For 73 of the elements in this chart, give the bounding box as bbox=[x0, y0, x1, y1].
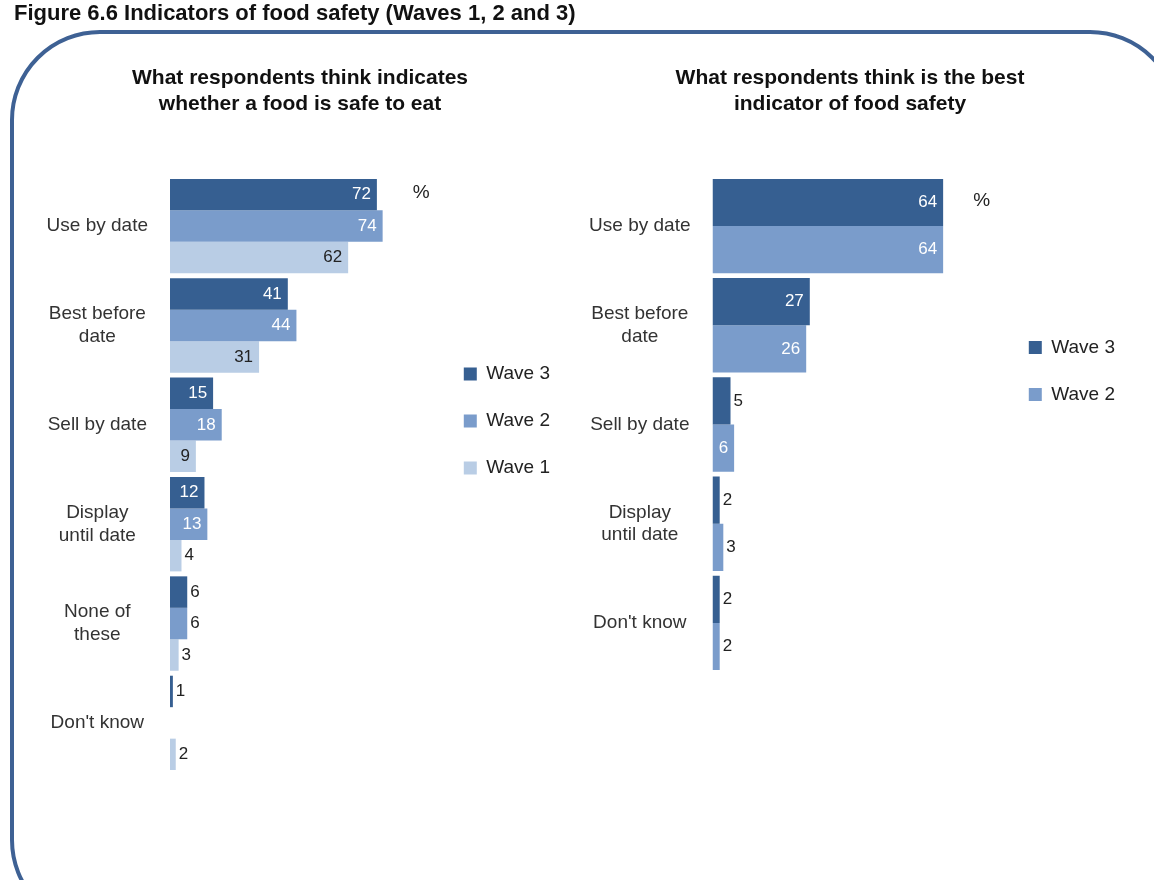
legend-label: Wave 3 bbox=[1051, 335, 1116, 357]
data-label: 27 bbox=[784, 291, 804, 311]
data-label: 41 bbox=[262, 283, 282, 303]
data-label: 2 bbox=[722, 489, 733, 509]
data-label: 9 bbox=[180, 445, 190, 465]
bar bbox=[170, 738, 176, 771]
chart-title: What respondents think indicates whether a food is safe to eat bbox=[131, 65, 469, 114]
bar bbox=[170, 639, 179, 671]
y-tick-label: Use by date bbox=[46, 214, 149, 236]
data-label: 2 bbox=[178, 744, 189, 764]
bar bbox=[170, 341, 260, 373]
bar bbox=[712, 377, 731, 425]
data-label: 44 bbox=[271, 315, 291, 335]
legend-label: Wave 3 bbox=[486, 362, 551, 384]
bar bbox=[712, 622, 720, 671]
bar bbox=[170, 607, 188, 640]
data-label: 62 bbox=[323, 247, 343, 267]
data-label: 6 bbox=[718, 437, 729, 457]
bar bbox=[712, 523, 724, 571]
data-label: 15 bbox=[188, 383, 208, 403]
bar bbox=[170, 539, 182, 572]
chart-title: What respondents think is the best indicator of food safety bbox=[675, 65, 1025, 114]
bar bbox=[712, 226, 944, 274]
data-label: 2 bbox=[722, 589, 733, 609]
y-tick-label: Don't know bbox=[593, 611, 687, 633]
bar bbox=[712, 325, 807, 373]
bar bbox=[170, 440, 196, 473]
bar bbox=[712, 278, 810, 326]
data-label: 3 bbox=[181, 644, 192, 664]
bar bbox=[170, 508, 208, 540]
data-label: 64 bbox=[918, 192, 938, 212]
caption: Figure 6.6 Indicators of food safety (Waves 1, 2 and 3) bbox=[14, 0, 576, 26]
data-label: 13 bbox=[182, 513, 202, 533]
bar bbox=[712, 476, 720, 524]
bar bbox=[170, 278, 288, 310]
bar bbox=[170, 576, 188, 608]
bar bbox=[170, 675, 173, 708]
text: % bbox=[412, 180, 430, 202]
data-label: 1 bbox=[175, 681, 186, 701]
text: % bbox=[973, 188, 991, 210]
data-label: 31 bbox=[234, 346, 254, 366]
y-tick-label: Use by date bbox=[589, 214, 691, 236]
bar bbox=[170, 178, 377, 211]
bar bbox=[712, 178, 944, 227]
data-label: 5 bbox=[733, 390, 743, 410]
data-label: 3 bbox=[726, 537, 736, 556]
y-tick-label: Sell by date bbox=[590, 412, 690, 434]
data-label: 18 bbox=[196, 414, 216, 434]
bar bbox=[170, 309, 297, 342]
data-label: 6 bbox=[190, 613, 200, 633]
y-tick-label: Sell by date bbox=[47, 413, 147, 435]
data-label: 74 bbox=[357, 215, 377, 235]
legend-label: Wave 2 bbox=[1051, 382, 1116, 404]
y-tick-label: Display until date bbox=[58, 501, 136, 545]
y-tick-label: Best before date bbox=[48, 302, 146, 347]
y-tick-label: Display until date bbox=[601, 500, 679, 545]
y-tick-label: Don't know bbox=[50, 711, 145, 733]
data-label: 72 bbox=[351, 184, 371, 204]
bar bbox=[170, 241, 349, 274]
data-label: 4 bbox=[184, 545, 194, 565]
data-label: 64 bbox=[918, 239, 938, 259]
data-label: 12 bbox=[179, 482, 199, 502]
bar bbox=[712, 575, 720, 623]
data-label: 6 bbox=[190, 581, 200, 601]
data-label: 2 bbox=[722, 636, 733, 656]
legend-label: Wave 2 bbox=[486, 409, 551, 431]
legend-label: Wave 1 bbox=[486, 456, 551, 478]
y-tick-label: Best before date bbox=[591, 302, 689, 346]
y-tick-label: None of these bbox=[64, 600, 132, 645]
bar bbox=[170, 409, 222, 441]
bar bbox=[170, 210, 383, 242]
bar bbox=[712, 424, 735, 472]
data-label: 26 bbox=[781, 338, 801, 358]
